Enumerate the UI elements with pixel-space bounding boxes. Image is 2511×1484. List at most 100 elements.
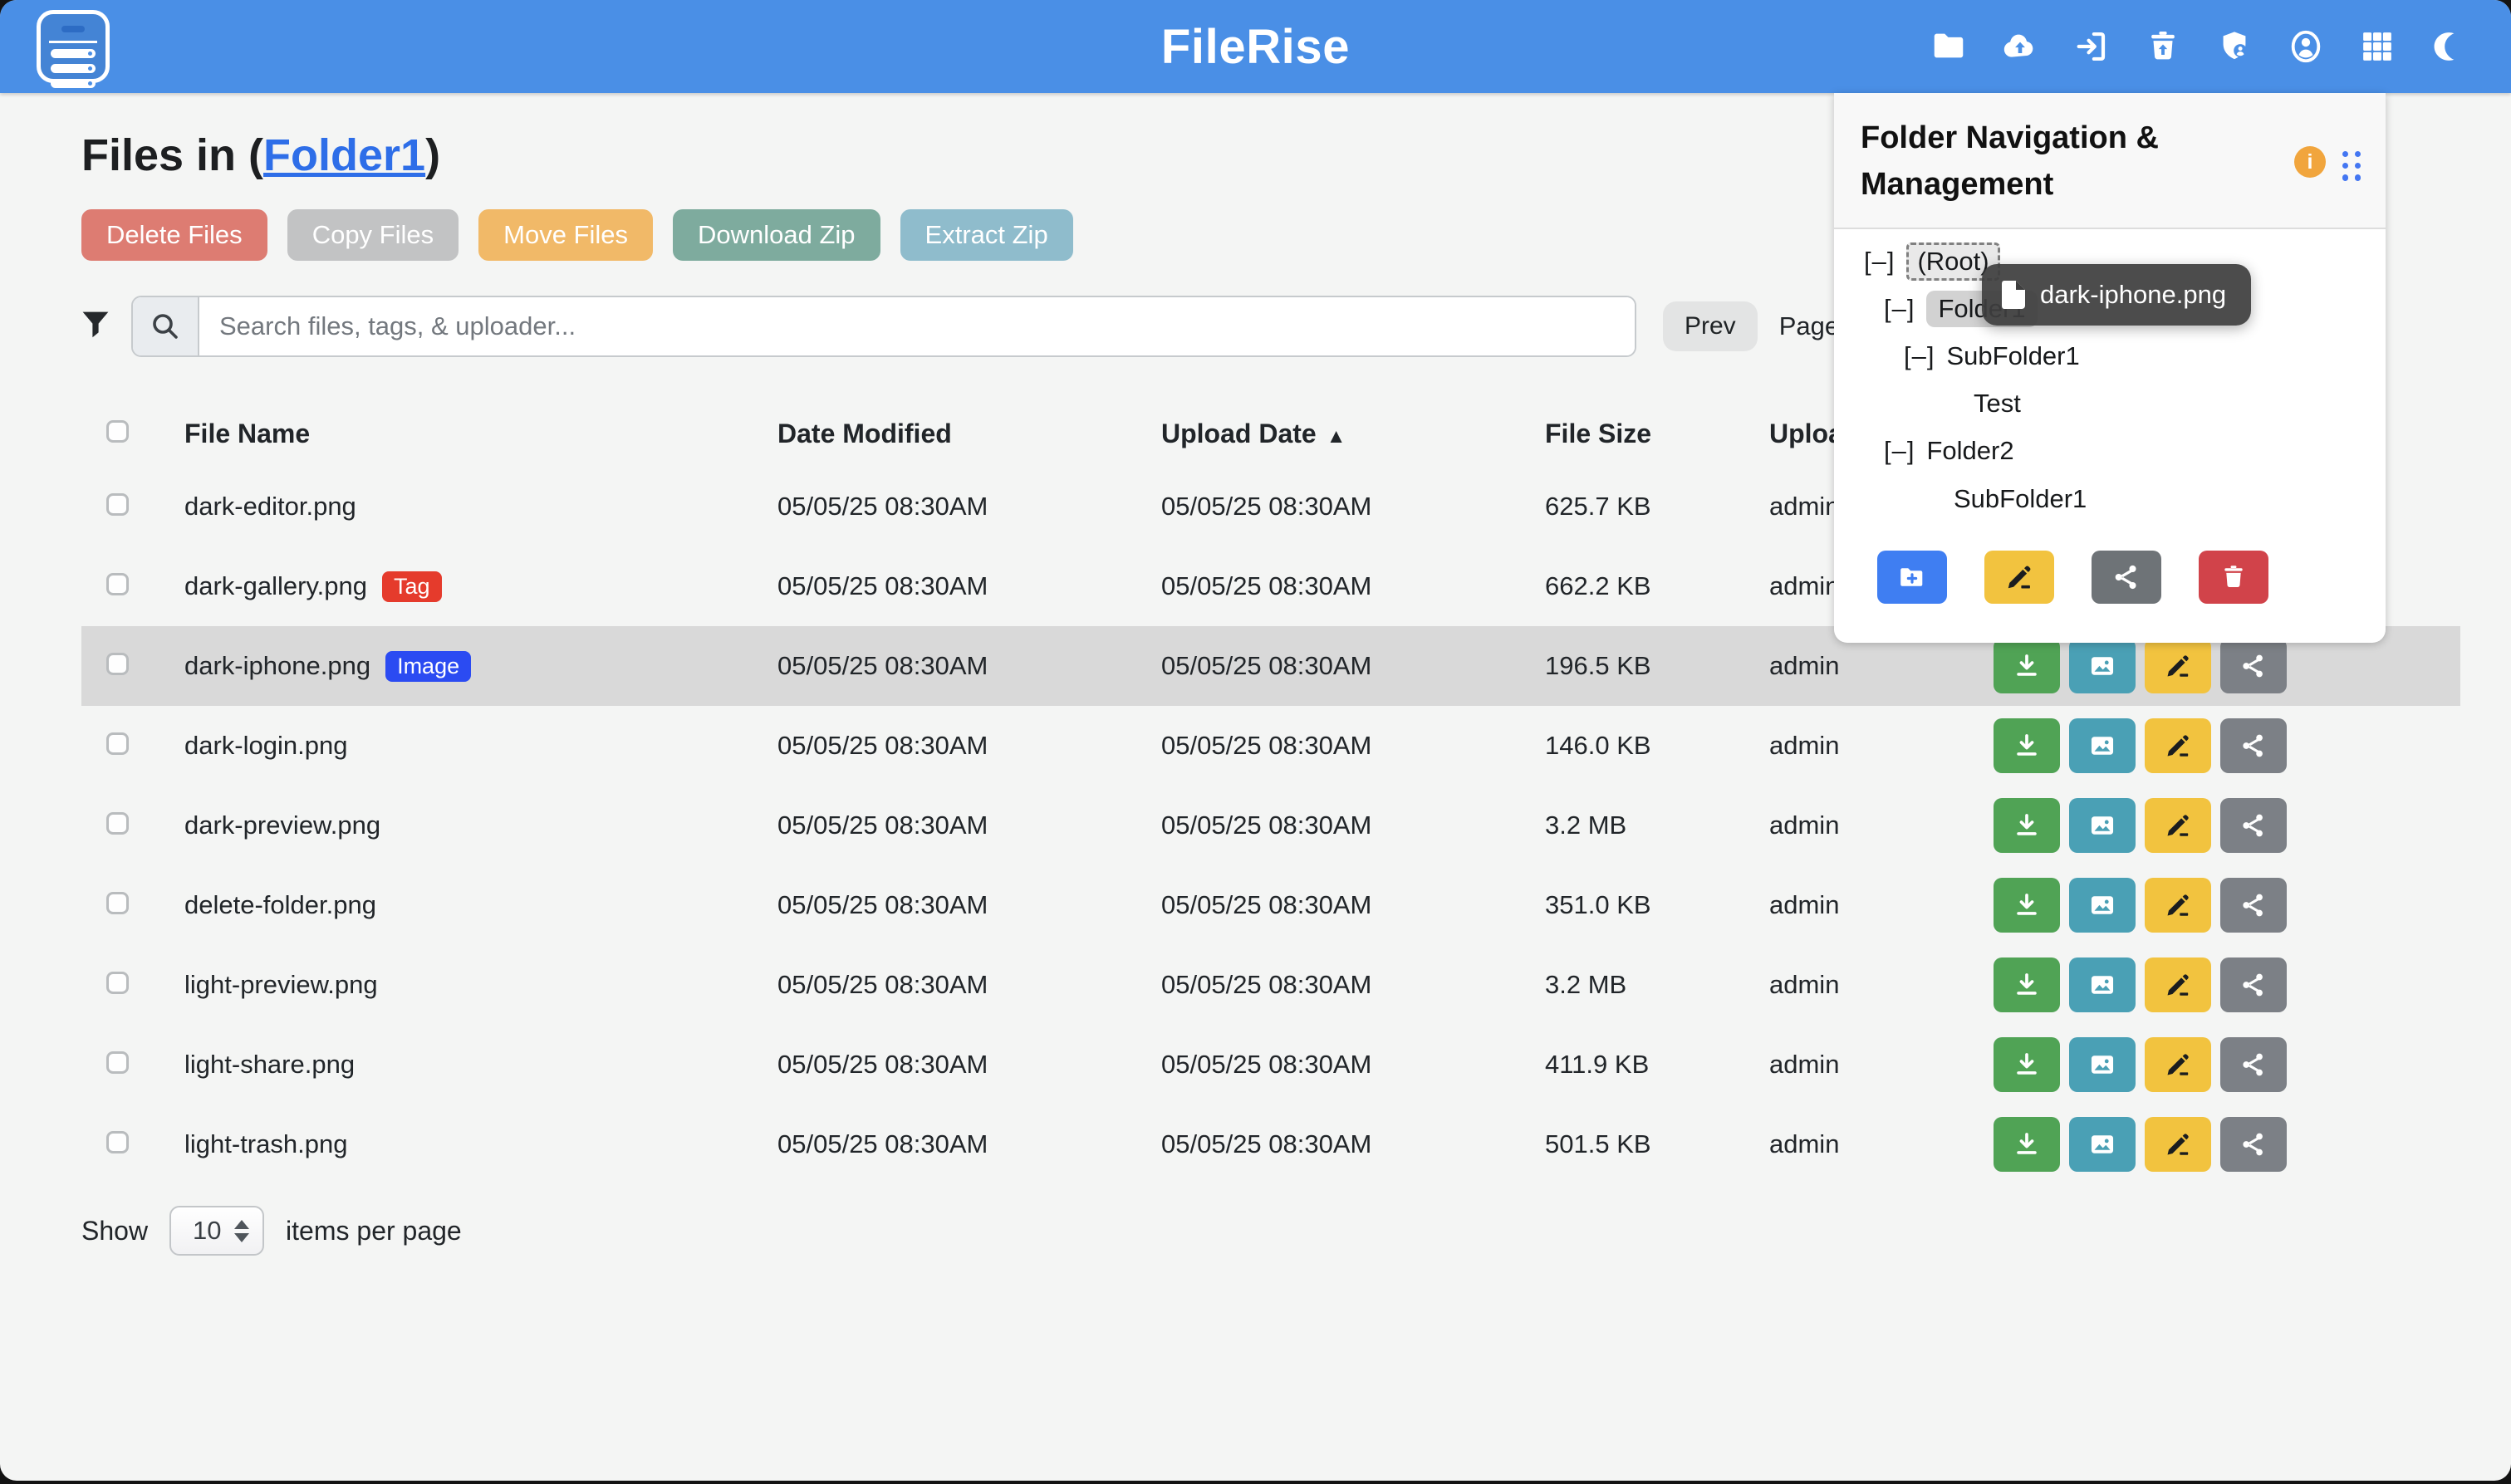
file-icon xyxy=(2002,281,2025,309)
header-date-modified[interactable]: Date Modified xyxy=(777,418,952,448)
row-checkbox[interactable] xyxy=(106,811,129,835)
download-file-button[interactable] xyxy=(1994,957,2060,1012)
move-files-button[interactable]: Move Files xyxy=(478,209,653,261)
share-file-button[interactable] xyxy=(2220,798,2287,853)
row-checkbox[interactable] xyxy=(106,891,129,914)
row-checkbox[interactable] xyxy=(106,732,129,755)
download-file-button[interactable] xyxy=(1994,1037,2060,1092)
table-row[interactable]: dark-preview.png 05/05/25 08:30AM 05/05/… xyxy=(81,786,2460,865)
date-modified: 05/05/25 08:30AM xyxy=(777,811,988,840)
dark-mode-moon-icon[interactable] xyxy=(2430,27,2468,66)
preview-image-button[interactable] xyxy=(2069,957,2136,1012)
date-modified: 05/05/25 08:30AM xyxy=(777,651,988,680)
table-row[interactable]: dark-login.png 05/05/25 08:30AM 05/05/25… xyxy=(81,706,2460,786)
table-row[interactable]: dark-iphone.png Image 05/05/25 08:30AM 05… xyxy=(81,626,2460,706)
info-icon[interactable]: i xyxy=(2294,146,2326,178)
delete-folder-button[interactable] xyxy=(2199,551,2268,605)
share-file-button[interactable] xyxy=(2220,718,2287,773)
share-file-button[interactable] xyxy=(2220,1037,2287,1092)
rename-file-button[interactable] xyxy=(2145,878,2211,933)
items-per-page-select[interactable]: 10 xyxy=(169,1206,265,1256)
uploader: admin xyxy=(1769,811,1840,840)
admin-shield-icon[interactable] xyxy=(2215,27,2254,66)
rename-file-button[interactable] xyxy=(2145,718,2211,773)
download-file-button[interactable] xyxy=(1994,878,2060,933)
tree-folder-label[interactable]: SubFolder1 xyxy=(1946,340,2080,370)
create-folder-button[interactable] xyxy=(1877,551,1947,605)
folder-tree-item: [–] SubFolder1 xyxy=(1834,332,2386,380)
download-zip-button[interactable]: Download Zip xyxy=(673,209,880,261)
folder-actions xyxy=(1877,551,2386,605)
rename-file-button[interactable] xyxy=(2145,639,2211,693)
prev-page-button[interactable]: Prev xyxy=(1663,301,1758,351)
download-file-button[interactable] xyxy=(1994,639,2060,693)
apps-grid-icon[interactable] xyxy=(2358,27,2396,66)
row-checkbox[interactable] xyxy=(106,492,129,516)
file-badge: Image xyxy=(385,650,472,682)
panel-title: Folder Navigation & Management xyxy=(1861,120,2159,202)
date-modified: 05/05/25 08:30AM xyxy=(777,890,988,919)
table-row[interactable]: light-preview.png 05/05/25 08:30AM 05/05… xyxy=(81,945,2460,1025)
show-label: Show xyxy=(81,1215,149,1246)
row-checkbox[interactable] xyxy=(106,971,129,994)
tree-toggle[interactable]: [–] xyxy=(1904,340,1935,370)
folder-icon[interactable] xyxy=(1930,27,1968,66)
folder-tree-item: Test xyxy=(1834,380,2386,428)
header-upload-date[interactable]: Upload Date ▲ xyxy=(1161,418,1346,448)
download-file-button[interactable] xyxy=(1994,718,2060,773)
preview-image-button[interactable] xyxy=(2069,718,2136,773)
extract-zip-button[interactable]: Extract Zip xyxy=(900,209,1073,261)
row-checkbox[interactable] xyxy=(106,1051,129,1074)
row-checkbox[interactable] xyxy=(106,1130,129,1153)
row-checkbox[interactable] xyxy=(106,652,129,675)
preview-image-button[interactable] xyxy=(2069,878,2136,933)
table-row[interactable]: delete-folder.png 05/05/25 08:30AM 05/05… xyxy=(81,865,2460,945)
trash-restore-icon[interactable] xyxy=(2144,27,2182,66)
file-size: 3.2 MB xyxy=(1545,970,1627,999)
drag-handle-icon[interactable] xyxy=(2342,151,2361,181)
header-file-size[interactable]: File Size xyxy=(1545,418,1652,448)
rename-file-button[interactable] xyxy=(2145,798,2211,853)
preview-image-button[interactable] xyxy=(2069,1117,2136,1172)
tree-toggle[interactable]: [–] xyxy=(1884,436,1915,466)
share-folder-button[interactable] xyxy=(2092,551,2161,605)
stepper-arrows-icon xyxy=(234,1220,250,1242)
download-file-button[interactable] xyxy=(1994,1117,2060,1172)
table-row[interactable]: light-share.png 05/05/25 08:30AM 05/05/2… xyxy=(81,1025,2460,1104)
share-file-button[interactable] xyxy=(2220,957,2287,1012)
rename-file-button[interactable] xyxy=(2145,957,2211,1012)
tree-toggle[interactable]: [–] xyxy=(1884,293,1915,323)
copy-files-button[interactable]: Copy Files xyxy=(287,209,459,261)
table-row[interactable]: light-trash.png 05/05/25 08:30AM 05/05/2… xyxy=(81,1104,2460,1184)
tree-folder-label[interactable]: SubFolder1 xyxy=(1954,483,2087,513)
search-input[interactable] xyxy=(199,297,1635,355)
preview-image-button[interactable] xyxy=(2069,639,2136,693)
upload-date: 05/05/25 08:30AM xyxy=(1161,970,1372,999)
tree-folder-label[interactable]: Test xyxy=(1974,389,2021,419)
upload-cloud-icon[interactable] xyxy=(2001,27,2039,66)
folder-link[interactable]: Folder1 xyxy=(263,130,426,180)
rename-file-button[interactable] xyxy=(2145,1117,2211,1172)
delete-files-button[interactable]: Delete Files xyxy=(81,209,267,261)
share-file-button[interactable] xyxy=(2220,639,2287,693)
select-all-checkbox[interactable] xyxy=(106,419,129,443)
download-file-button[interactable] xyxy=(1994,798,2060,853)
filter-icon[interactable] xyxy=(81,311,110,342)
share-file-button[interactable] xyxy=(2220,878,2287,933)
rename-folder-button[interactable] xyxy=(1984,551,2054,605)
upload-date: 05/05/25 08:30AM xyxy=(1161,571,1372,600)
tree-folder-label[interactable]: Folder2 xyxy=(1926,436,2014,466)
rename-file-button[interactable] xyxy=(2145,1037,2211,1092)
user-profile-icon[interactable] xyxy=(2287,27,2325,66)
row-checkbox[interactable] xyxy=(106,572,129,595)
page-title: Files in (Folder1) xyxy=(81,130,441,180)
share-file-button[interactable] xyxy=(2220,1117,2287,1172)
sign-in-icon[interactable] xyxy=(2072,27,2111,66)
tree-toggle[interactable]: [–] xyxy=(1864,246,1896,276)
sort-ascending-icon: ▲ xyxy=(1326,424,1346,448)
filerise-logo-icon[interactable] xyxy=(37,10,110,88)
header-file-name[interactable]: File Name xyxy=(184,418,311,448)
preview-image-button[interactable] xyxy=(2069,798,2136,853)
file-size: 3.2 MB xyxy=(1545,811,1627,840)
preview-image-button[interactable] xyxy=(2069,1037,2136,1092)
